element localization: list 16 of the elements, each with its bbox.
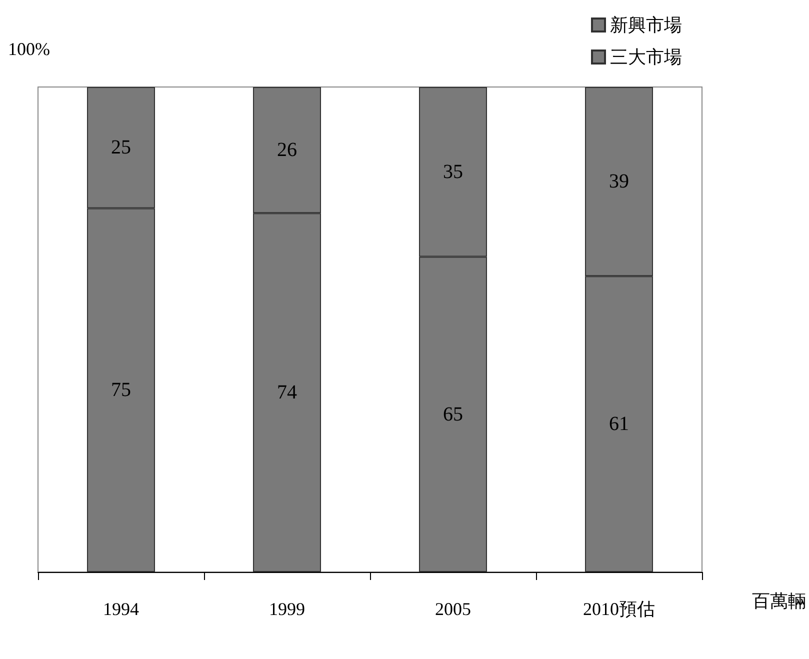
legend-label: 新興市場: [610, 15, 682, 35]
data-label: 39: [609, 170, 629, 193]
x-tick-label: 2005: [435, 599, 471, 619]
data-label: 75: [111, 379, 131, 402]
data-label: 26: [277, 139, 297, 162]
x-tick-label: 1994: [103, 599, 139, 619]
y-axis-title: 100%: [8, 39, 50, 59]
data-label: 61: [609, 413, 629, 436]
data-label: 74: [277, 382, 297, 404]
x-tick-label: 2010預估: [583, 599, 655, 619]
legend-label: 三大市場: [610, 47, 682, 67]
data-label: 65: [443, 403, 463, 426]
data-label: 25: [111, 136, 131, 159]
x-tick-label: 1999: [269, 599, 305, 619]
data-label: 35: [443, 160, 463, 183]
x-axis-title: 百萬輛: [752, 591, 806, 611]
